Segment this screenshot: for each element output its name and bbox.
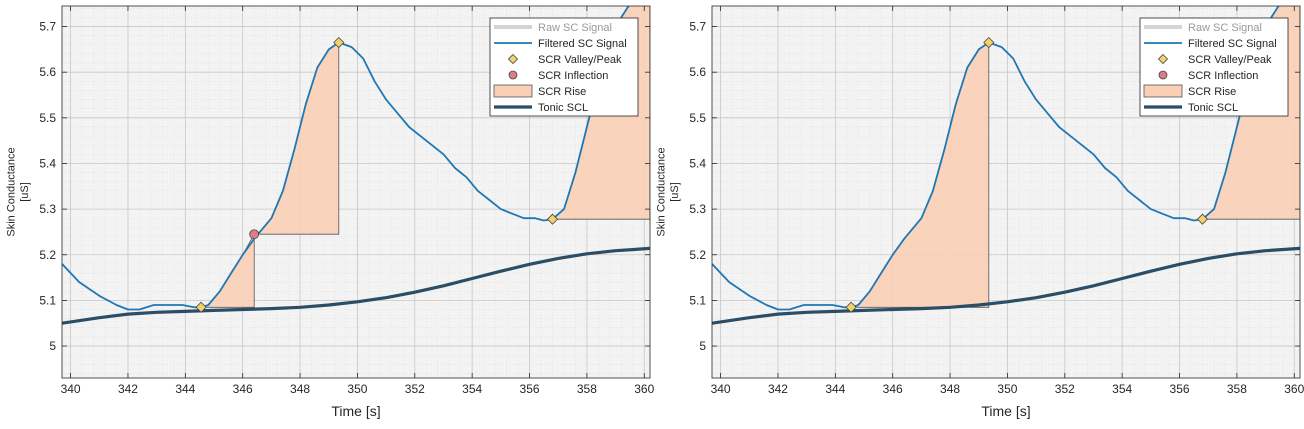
y-tick-label: 5.1 [39, 293, 56, 307]
y-tick-label: 5.6 [39, 65, 56, 79]
valley-peak-marker [983, 36, 995, 49]
valley-peak-marker [1196, 213, 1209, 225]
legend-inflection-swatch [508, 70, 518, 80]
x-tick-label: 352 [1055, 382, 1075, 396]
x-tick-label: 358 [1227, 382, 1247, 396]
x-tick-label: 360 [1284, 382, 1304, 396]
y-tick-label: 5.6 [689, 65, 706, 79]
legend-entry-label: Filtered SC Signal [1188, 38, 1277, 50]
legend-inflection-swatch [1158, 70, 1168, 80]
y-tick-label: 5.2 [689, 248, 706, 262]
x-tick-label: 356 [520, 382, 540, 396]
y-axis-label: Skin Conductance[uS] [6, 147, 31, 236]
y-axis-label-line: [uS] [669, 182, 681, 202]
valley-peak-marker [333, 36, 345, 49]
x-tick-label: 344 [175, 382, 195, 396]
x-tick-label: 342 [768, 382, 788, 396]
legend-entry-label: Filtered SC Signal [538, 38, 627, 50]
axes-box [61, 5, 651, 379]
legend-entry-label: SCR Inflection [538, 70, 608, 82]
valley-peak-marker [195, 301, 207, 313]
y-tick-label: 5.3 [39, 202, 56, 216]
valley-peak-marker [845, 301, 857, 313]
x-tick-label: 344 [825, 382, 845, 396]
legend-box [489, 17, 639, 117]
y-tick-label: 5.5 [39, 111, 56, 125]
y-tick-label: 5.7 [689, 20, 706, 34]
x-tick-label: 350 [997, 382, 1017, 396]
legend-entry-label: Tonic SCL [1188, 102, 1238, 114]
x-tick-label: 346 [233, 382, 253, 396]
valley-peak-marker [546, 213, 559, 225]
legend-entry-label: Raw SC Signal [1188, 22, 1262, 34]
y-tick-label: 5.2 [39, 248, 56, 262]
axes-box [711, 5, 1301, 379]
x-axis-label: Time [s] [981, 403, 1030, 419]
legend-box [1139, 17, 1289, 117]
y-tick-label: 5.4 [39, 156, 56, 170]
x-tick-label: 348 [290, 382, 310, 396]
tonic-scl-line [712, 246, 1300, 325]
legend-entry-label: SCR Valley/Peak [1188, 54, 1272, 66]
x-tick-label: 354 [462, 382, 482, 396]
legend-valley-swatch [1157, 53, 1169, 65]
y-axis-label: Skin Conductance[uS] [656, 147, 681, 236]
legend: Raw SC Signal Filtered SC Signal SCR Valle… [1139, 17, 1289, 117]
legend-entry-label: SCR Rise [1188, 86, 1236, 98]
legend-entry-label: SCR Inflection [1188, 70, 1258, 82]
y-tick-label: 5 [49, 339, 56, 353]
x-tick-label: 348 [940, 382, 960, 396]
x-tick-label: 354 [1112, 382, 1132, 396]
tonic-scl-line [62, 246, 650, 325]
x-tick-label: 352 [405, 382, 425, 396]
x-tick-label: 342 [118, 382, 138, 396]
inflection-marker [249, 229, 260, 240]
x-tick-label: 350 [347, 382, 367, 396]
legend-rise-swatch [1143, 84, 1183, 98]
x-tick-label: 346 [883, 382, 903, 396]
legend: Raw SC Signal Filtered SC Signal SCR Valle… [489, 17, 639, 117]
legend-entry-label: Raw SC Signal [538, 22, 612, 34]
x-tick-label: 358 [577, 382, 597, 396]
chart-panel-2: 340 342 344 346 348 350 352 354 356 358 360 5 5.1 5.2… [656, 5, 1304, 419]
legend-entry-label: SCR Valley/Peak [538, 54, 622, 66]
y-tick-label: 5 [699, 339, 706, 353]
legend-entry-label: Tonic SCL [538, 102, 588, 114]
y-tick-label: 5.1 [689, 293, 706, 307]
legend-entry-label: SCR Rise [538, 86, 586, 98]
y-tick-label: 5.4 [689, 156, 706, 170]
y-axis-label-line: Skin Conductance [656, 147, 668, 236]
legend-valley-swatch [507, 53, 519, 65]
chart-panel-1: 340 342 344 346 348 350 352 354 356 358 360 5 5.1 5.2… [6, 5, 655, 419]
y-axis-label-line: Skin Conductance [6, 147, 18, 236]
y-tick-label: 5.7 [39, 20, 56, 34]
x-tick-label: 340 [61, 382, 81, 396]
x-tick-label: 356 [1170, 382, 1190, 396]
legend-rise-swatch [493, 84, 533, 98]
y-axis-label-line: [uS] [19, 182, 31, 202]
major-grid [712, 6, 1300, 378]
x-tick-label: 360 [634, 382, 654, 396]
y-tick-label: 5.3 [689, 202, 706, 216]
y-tick-label: 5.5 [689, 111, 706, 125]
x-axis-label: Time [s] [331, 403, 380, 419]
x-tick-label: 340 [711, 382, 731, 396]
